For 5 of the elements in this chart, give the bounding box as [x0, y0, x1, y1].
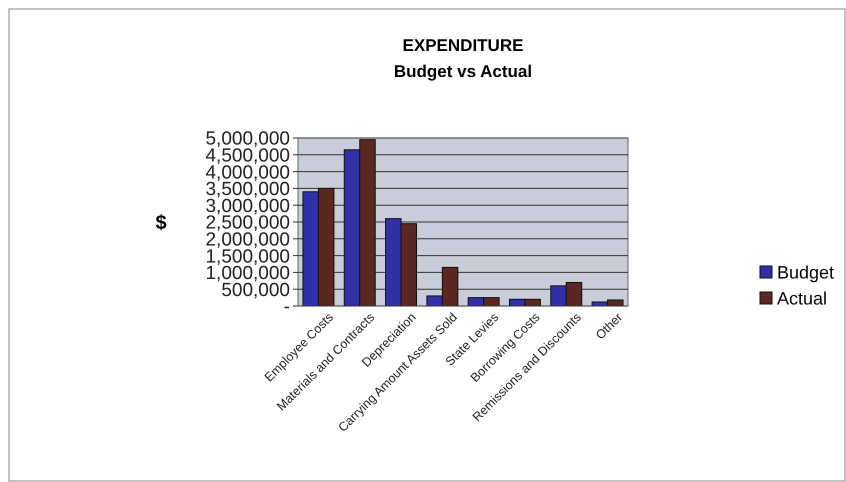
y-axis-title: $ — [155, 212, 167, 234]
chart-subtitle: Budget vs Actual — [394, 62, 532, 81]
chart-title: EXPENDITURE — [402, 36, 524, 55]
legend-label: Budget — [777, 262, 834, 282]
legend-label: Actual — [777, 288, 828, 308]
